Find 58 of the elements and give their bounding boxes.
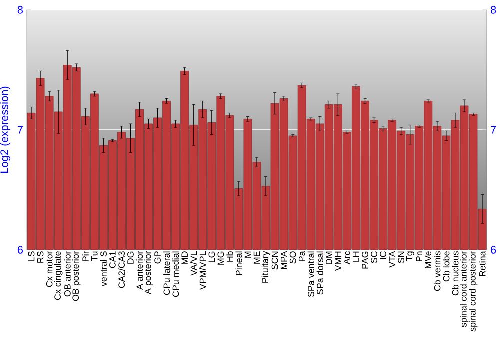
x-tick-label: Retina: [479, 251, 486, 276]
x-tick-label: Arc: [344, 251, 350, 265]
x-tick-label: GP: [154, 252, 161, 264]
x-tick-label: Cx cingulate: [54, 252, 63, 300]
x-tick-label: IC: [380, 252, 386, 260]
x-tick-label: DM: [326, 252, 332, 264]
x-tick-label: Cb nucleus: [452, 252, 459, 296]
x-tick-label: Cx motor: [46, 251, 53, 288]
x-tick-label: CPu medial: [172, 252, 180, 298]
x-tick-label: Cb vermis: [434, 252, 441, 292]
y-axis-title: Log2 (expression): [0, 86, 11, 173]
x-tick-label: A anterior: [136, 251, 144, 290]
x-tick-label: Tg: [406, 252, 414, 262]
x-tick-label: OB anterior: [64, 251, 71, 297]
y-tick-label: 8: [18, 6, 23, 14]
x-tick-label: LH: [353, 252, 360, 262]
x-tick-label: VMH: [335, 252, 342, 272]
x-tick-label: CA1: [110, 252, 116, 268]
x-tick-label: Hb: [226, 252, 234, 262]
x-tick-label: spinal cord anterior: [460, 251, 469, 328]
x-tick-label: VA/VL: [190, 251, 198, 276]
x-tick-label: VTA: [389, 251, 396, 268]
x-tick-label: SCN: [272, 252, 278, 270]
y-tick-label: 6: [18, 246, 23, 254]
y-tick-label: 7: [18, 126, 23, 134]
x-tick-label: SPa dorsal: [316, 252, 324, 295]
y2-tick-label: 8: [490, 6, 496, 14]
x-tick-label: OB posterior: [72, 251, 81, 302]
x-tick-label: MD: [182, 252, 188, 264]
x-tick-label: VPM/VPL: [200, 251, 206, 290]
x-tick-label: MPA: [280, 251, 288, 270]
x-tick-label: CPu lateral: [164, 252, 170, 296]
x-tick-label: Pineal: [236, 252, 242, 276]
x-tick-label: MG: [218, 252, 224, 265]
x-tick-label: SC: [371, 252, 378, 264]
x-tick-label: spinal cord posterior: [469, 251, 478, 332]
x-tick-label: LS: [28, 252, 35, 262]
x-tick-label: ventral S: [100, 252, 107, 287]
x-tick-label: CA2/CA3: [118, 252, 126, 288]
x-tick-label: Pituitary: [262, 251, 270, 283]
x-tick-label: Cb lobe: [443, 252, 450, 282]
x-tick-label: A posterior: [144, 251, 153, 295]
x-tick-label: PAG: [362, 252, 368, 269]
y2-tick-label: 6: [491, 246, 496, 254]
x-tick-label: SPa ventral: [308, 252, 314, 298]
x-tick-label: Pa: [298, 251, 306, 262]
x-tick-label: M: [244, 252, 252, 258]
x-tick-label: RS: [37, 252, 44, 263]
x-tick-label: ME: [254, 252, 260, 264]
x-tick-label: DG: [128, 252, 134, 264]
x-tick-label: Tu: [92, 252, 98, 262]
x-tick-label: Pn: [416, 252, 422, 262]
x-tick-label: LG: [208, 252, 216, 262]
x-tick-label: SO: [290, 252, 296, 264]
x-tick-label: SN: [398, 252, 404, 264]
x-tick-label: MVe: [425, 252, 432, 268]
x-tick-label: Pir: [82, 251, 89, 262]
y2-tick-label: 7: [491, 126, 496, 134]
